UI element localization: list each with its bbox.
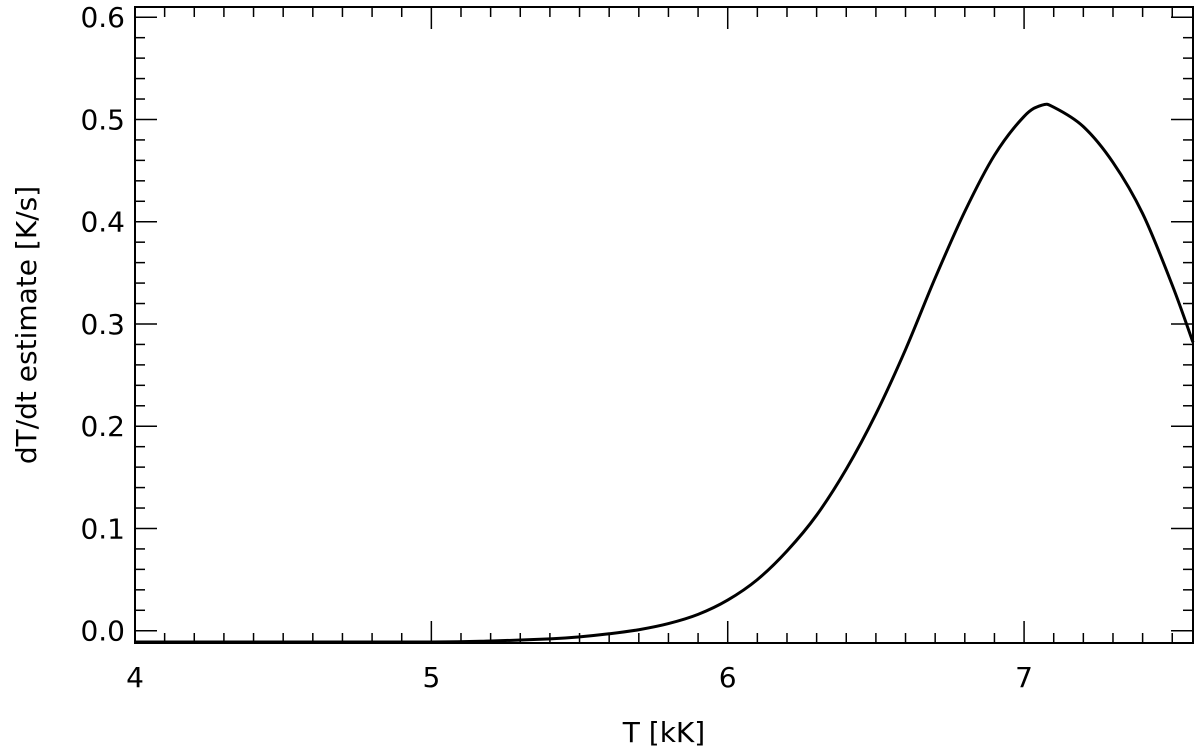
- y-tick-label: 0.6: [80, 1, 125, 34]
- y-tick-label: 0.0: [80, 615, 125, 648]
- series-line: [135, 102, 1195, 644]
- x-tick-label: 7: [1015, 661, 1033, 694]
- plot-frame: [134, 6, 1194, 644]
- x-tick-label: 4: [126, 661, 144, 694]
- y-tick-labels: 0.0 0.1 0.2 0.3 0.4 0.5 0.6: [80, 1, 125, 648]
- x-tick-label: 5: [422, 661, 440, 694]
- y-axis-title: dT/dt estimate [K/s]: [10, 186, 43, 464]
- x-axis-title: T [kK]: [622, 716, 705, 749]
- x-tick-label: 6: [719, 661, 737, 694]
- series-layer: [135, 102, 1195, 644]
- y-tick-label: 0.4: [80, 206, 125, 239]
- tick-marks: [134, 7, 1193, 643]
- y-tick-label: 0.3: [80, 308, 125, 341]
- x-tick-labels: 4 5 6 7: [126, 661, 1033, 694]
- y-tick-label: 0.2: [80, 410, 125, 443]
- y-tick-label: 0.1: [80, 512, 125, 545]
- y-tick-label: 0.5: [80, 103, 125, 136]
